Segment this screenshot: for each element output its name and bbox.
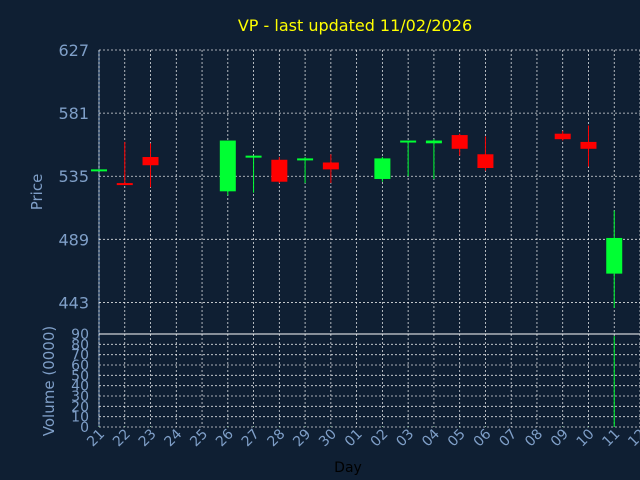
volume-gridlines [98, 333, 640, 428]
day-tick-label: 28 [265, 426, 289, 450]
candle-body [271, 159, 288, 182]
day-tick-label: 29 [290, 426, 314, 450]
day-tick-label: 11 [599, 426, 623, 450]
day-tick-label: 30 [316, 426, 340, 450]
volume-tick-label: 90 [71, 327, 89, 343]
x-axis-label: Day [334, 460, 362, 476]
volume-tick-label: 60 [71, 358, 89, 374]
day-tick-label: 26 [213, 426, 237, 450]
volume-tick-label: 20 [71, 399, 89, 415]
candle-body [322, 162, 339, 170]
candle-body [297, 158, 314, 161]
volume-bars [98, 336, 615, 427]
day-tick-label: 08 [522, 426, 546, 450]
candle-body [580, 141, 597, 149]
day-tick-label: 24 [161, 426, 185, 450]
day-tick-label: 22 [110, 426, 134, 450]
day-tick-label: 07 [496, 426, 520, 450]
candle-body [451, 135, 468, 149]
price-panel: 627 581 535 489 443 Price [28, 41, 640, 334]
day-tick-labels: 21 22 23 24 25 26 27 28 29 30 01 02 03 04 05 06 07 08 09 10… [84, 426, 640, 450]
candle-body [606, 237, 623, 274]
candle-body [400, 140, 417, 143]
volume-tick-label: 50 [71, 368, 89, 384]
volume-tick-label: 10 [71, 410, 89, 426]
volume-tick-label: 0 [80, 420, 89, 436]
day-tick-label: 27 [239, 426, 263, 450]
candle-body [142, 157, 159, 166]
candle-body [554, 133, 571, 140]
price-tick-label: 627 [58, 41, 89, 60]
day-tick-label: 01 [342, 426, 366, 450]
day-tick-label: 02 [368, 426, 392, 450]
volume-axis-label: Volume (0000) [40, 326, 58, 436]
day-tick-label: 03 [393, 426, 417, 450]
candle-body [245, 155, 262, 158]
candle-body [477, 154, 494, 168]
day-tick-label: 09 [548, 426, 572, 450]
volume-tick-label: 40 [71, 379, 89, 395]
candle-body [425, 140, 442, 144]
day-tick-label: 06 [471, 426, 495, 450]
candle-body [91, 169, 107, 172]
volume-tick-label: 80 [71, 337, 89, 353]
price-gridlines [98, 49, 640, 334]
day-tick-label: 25 [187, 426, 211, 450]
price-tick-label: 443 [58, 293, 89, 312]
day-tick-label: 10 [574, 426, 598, 450]
volume-tick-label: 70 [71, 348, 89, 364]
chart-title: VP - last updated 11/02/2026 [238, 16, 472, 35]
day-tick-label: 23 [136, 426, 160, 450]
day-tick-label: 05 [445, 426, 469, 450]
price-tick-label: 489 [58, 230, 89, 249]
candle-body [116, 183, 133, 186]
candle-body [219, 140, 236, 192]
price-axis-label: Price [28, 174, 46, 211]
candle-body [374, 158, 391, 179]
price-tick-label: 581 [58, 104, 89, 123]
day-tick-label: 12 [625, 426, 640, 450]
candles [91, 125, 623, 308]
day-tick-label: 04 [419, 426, 443, 450]
price-tick-label: 535 [58, 167, 89, 186]
volume-tick-label: 30 [71, 389, 89, 405]
price-tick-labels: 627 581 535 489 443 [58, 41, 89, 312]
